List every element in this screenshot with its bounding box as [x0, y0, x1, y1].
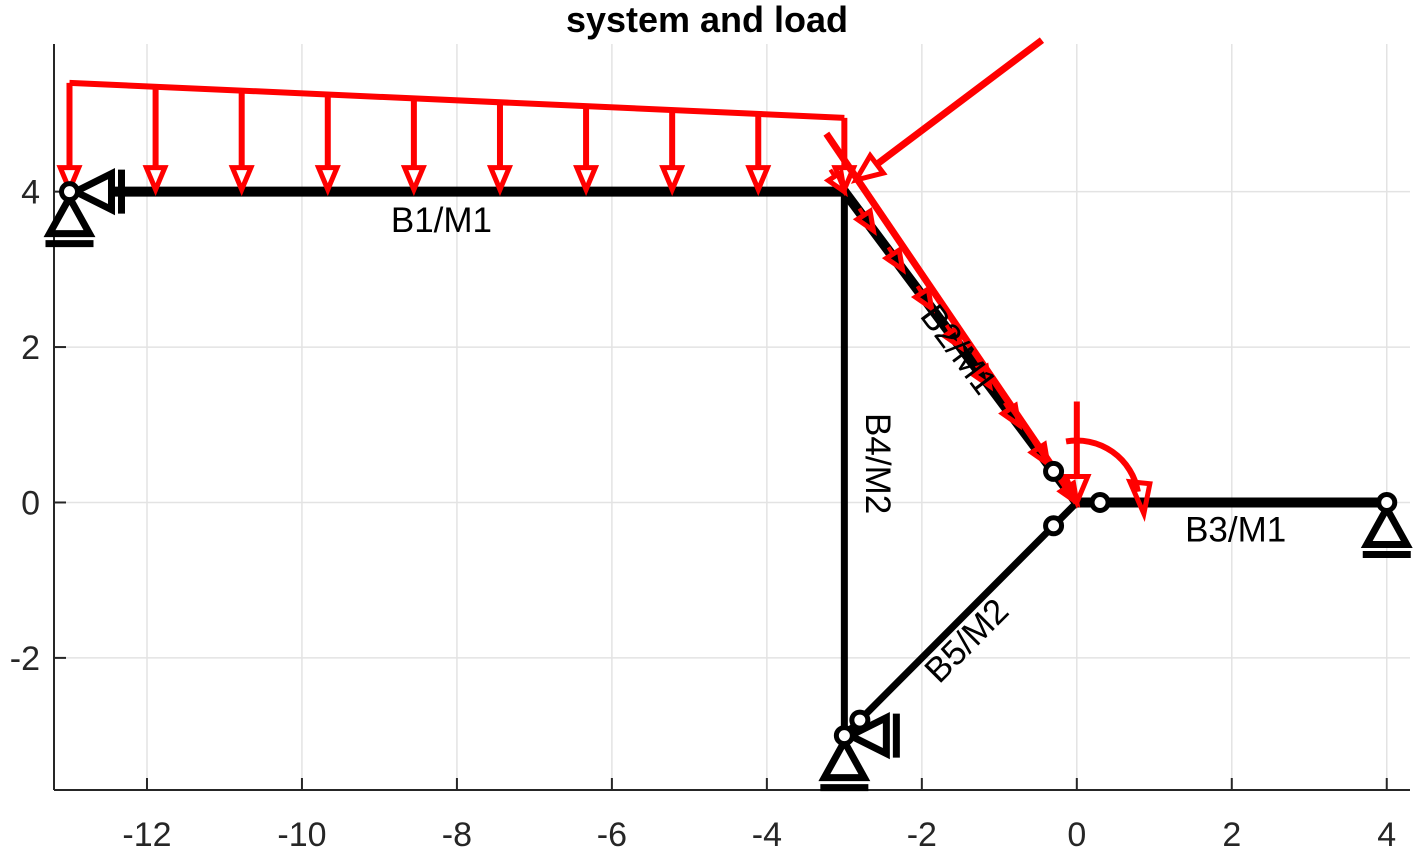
distributed-load-arrow [573, 106, 600, 197]
distributed-load-arrow [56, 82, 83, 197]
point-load-arrow-shaft [874, 37, 1045, 168]
distributed-load-arrow-head [56, 165, 83, 197]
x-tick-label: -2 [907, 816, 937, 850]
inclined-load-arrow-head [998, 401, 1023, 431]
vertical-load-arrow-head [1062, 473, 1092, 509]
distributed-load-arrow [142, 86, 169, 197]
member-label-b2: B2/M1 [913, 297, 1005, 401]
distributed-load-arrow-head [573, 165, 600, 197]
distributed-load-arrow-head [314, 165, 341, 197]
support-triangle [818, 734, 871, 782]
member-label-b3: B3/M1 [1185, 510, 1286, 549]
distributed-load-arrow-head [228, 165, 255, 197]
distributed-load-arrow-head [486, 165, 513, 197]
members [64, 186, 1392, 740]
inclined-load-arrow [881, 245, 906, 275]
distributed-load-arrow [314, 94, 341, 197]
inclined-load-arrow-head [823, 168, 848, 198]
x-tick-label: -6 [597, 816, 627, 850]
x-tick-label: -10 [277, 816, 326, 850]
member-label-b4: B4/M2 [858, 413, 897, 514]
support-lateral-triangle [842, 711, 890, 760]
hinge-circle [1376, 491, 1398, 513]
inclined-load-arrow [940, 323, 965, 353]
point-load-arrow [850, 37, 1045, 184]
hinge-circle [849, 709, 871, 731]
inclined-load-arrow [1027, 440, 1052, 470]
member-b5 [840, 498, 1081, 740]
x-tick-labels: -12 -10 -8 -6 -4 -2 0 2 4 [122, 816, 1396, 850]
x-tick-label: -8 [442, 816, 472, 850]
member-labels: B1/M1 B2/M1 B3/M1 B4/M2 B5/M2 [391, 201, 1286, 690]
axis-frame [53, 44, 1410, 791]
hinge-circle [833, 725, 855, 747]
y-tick-label: 4 [21, 174, 40, 212]
inclined-load-arrow-head [940, 323, 965, 353]
distributed-load-arrow [745, 113, 772, 197]
distributed-load-top-line [69, 79, 845, 121]
supports [43, 167, 1413, 792]
hinge-circle [1089, 491, 1111, 513]
y-tick-label: -2 [10, 640, 40, 678]
distributed-load-arrow [400, 98, 427, 197]
support-fixed-hinge [818, 711, 900, 792]
distributed-load-arrow-head [745, 165, 772, 197]
support-triangle [1360, 501, 1413, 548]
support-triangle [43, 190, 96, 238]
hinges [58, 181, 1398, 747]
loads [56, 37, 1153, 522]
chart-title: system and load [565, 0, 849, 40]
grid [54, 44, 1410, 790]
distributed-load-arrow [228, 90, 255, 197]
x-tick-label: 4 [1377, 816, 1396, 850]
y-tick-label: 2 [21, 329, 40, 367]
inclined-load-arrow [852, 207, 877, 236]
x-tick-label: 0 [1067, 816, 1086, 850]
inclined-load-arrow [969, 362, 994, 392]
distributed-load-arrow-head [659, 165, 686, 197]
x-tick-label: 2 [1222, 816, 1241, 850]
inclined-load-arrow-head [881, 245, 906, 275]
inclined-load-arrow [998, 401, 1023, 431]
y-tick-label: 0 [21, 484, 40, 522]
hinge-circle [1043, 515, 1065, 537]
support-lateral-triangle [67, 167, 115, 216]
y-tick-labels: -2 0 2 4 [10, 174, 40, 678]
point-load-arrow-head [850, 151, 888, 184]
inclined-load-arrow-head [969, 362, 994, 392]
inclined-load-arrow-head [910, 284, 935, 314]
member-label-b1: B1/M1 [391, 201, 492, 240]
inclined-load-arrow-head [1027, 440, 1052, 470]
inclined-load-arrow-head [852, 207, 877, 236]
distributed-load-arrow-head [142, 165, 169, 197]
support-roller [1360, 501, 1413, 558]
inclined-load-arrow [910, 284, 935, 314]
member-label-b5: B5/M2 [917, 591, 1016, 690]
hinge-circle [58, 181, 80, 203]
x-tick-label: -4 [752, 816, 782, 850]
moment-arrow-head [1125, 478, 1153, 522]
distributed-load-arrow-head [400, 165, 427, 197]
inclined-load-arrow [823, 168, 848, 198]
distributed-load-arrow [659, 110, 686, 197]
support-fixed-hinge [43, 167, 125, 248]
hinge-circle [1043, 460, 1065, 482]
x-tick-label: -12 [122, 816, 171, 850]
distributed-load-arrow [486, 102, 513, 197]
